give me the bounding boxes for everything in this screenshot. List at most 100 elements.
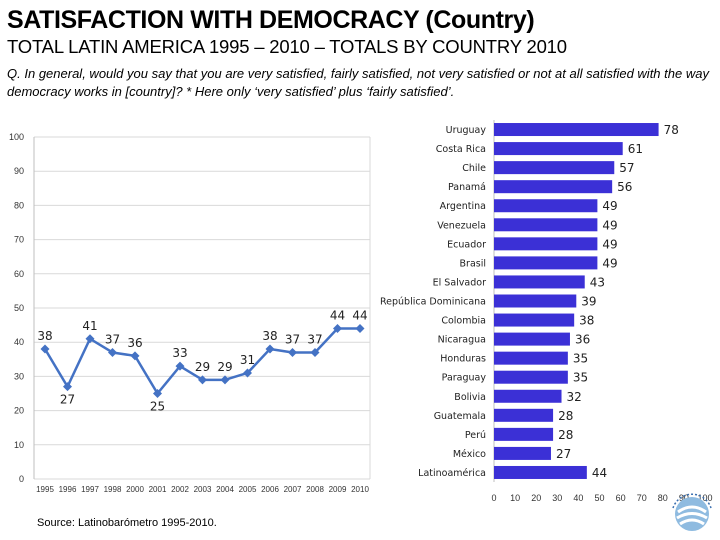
bar-value-label: 49 (602, 256, 617, 270)
x-tick-label: 2004 (216, 485, 234, 494)
bar-x-tick-label: 0 (491, 493, 496, 503)
bar-value-label: 28 (558, 428, 573, 442)
bar-x-tick-label: 90 (679, 493, 689, 503)
bar (494, 199, 598, 213)
data-point (153, 389, 162, 398)
bar (494, 313, 575, 327)
y-tick-label: 30 (14, 371, 24, 381)
bar (494, 294, 577, 308)
data-label: 37 (105, 332, 120, 346)
y-tick-label: 70 (14, 235, 24, 245)
data-label: 33 (172, 346, 187, 360)
data-point (243, 368, 252, 378)
data-label: 25 (150, 400, 165, 414)
y-tick-label: 20 (14, 406, 24, 416)
data-label: 27 (60, 393, 75, 407)
category-label: Perú (465, 430, 486, 441)
data-label: 38 (262, 329, 277, 343)
bar (494, 465, 587, 479)
category-label: Chile (462, 163, 486, 174)
bar-value-label: 49 (602, 199, 617, 213)
bar (494, 180, 613, 194)
latinobarometro-logo-icon (672, 493, 712, 531)
bar (494, 161, 615, 175)
y-tick-label: 10 (14, 440, 24, 450)
category-label: Costa Rica (436, 144, 486, 155)
x-tick-label: 2010 (351, 485, 369, 494)
data-point (130, 351, 140, 361)
category-label: El Salvador (433, 277, 486, 288)
bar (494, 237, 598, 251)
category-label: México (453, 449, 486, 460)
data-point (288, 347, 297, 357)
bar-value-label: 49 (602, 218, 617, 232)
data-label: 31 (240, 353, 255, 367)
y-tick-label: 60 (14, 269, 24, 279)
y-tick-label: 100 (9, 132, 24, 142)
y-tick-label: 0 (19, 474, 24, 484)
data-label: 29 (217, 360, 232, 374)
x-tick-label: 2002 (171, 485, 189, 494)
data-point (265, 344, 275, 354)
data-label: 36 (127, 336, 142, 350)
bar (494, 389, 562, 403)
bar (494, 408, 554, 422)
bar-value-label: 49 (602, 237, 617, 251)
bar-value-label: 36 (575, 333, 590, 347)
bar-value-label: 38 (579, 314, 594, 328)
data-point (40, 344, 50, 354)
bar (494, 123, 659, 137)
category-label: Bolivia (454, 392, 486, 403)
page-title: SATISFACTION WITH DEMOCRACY (Country) (7, 6, 535, 34)
data-point (85, 334, 95, 344)
data-label: 37 (285, 332, 300, 346)
x-tick-label: 1998 (104, 485, 122, 494)
x-tick-label: 2003 (194, 485, 212, 494)
category-label: Brasil (460, 258, 486, 269)
bar-value-label: 56 (617, 180, 632, 194)
y-tick-label: 50 (14, 303, 24, 313)
bar-value-label: 44 (592, 466, 607, 480)
y-tick-label: 40 (14, 337, 24, 347)
data-point (220, 375, 230, 385)
bar-x-tick-label: 30 (552, 493, 562, 503)
data-point (355, 324, 365, 334)
survey-question: Q. In general, would you say that you ar… (7, 66, 709, 99)
bar (494, 427, 554, 441)
bar-x-tick-label: 60 (616, 493, 626, 503)
bar-value-label: 35 (573, 352, 588, 366)
data-label: 29 (195, 360, 210, 374)
x-tick-label: 1996 (59, 485, 77, 494)
category-label: Uruguay (446, 125, 487, 136)
data-label: 41 (82, 319, 97, 333)
bar-value-label: 78 (664, 123, 679, 137)
category-label: Ecuador (447, 239, 486, 250)
data-point (63, 382, 72, 392)
x-tick-label: 2000 (126, 485, 144, 494)
data-point (333, 324, 342, 334)
bar-value-label: 43 (590, 275, 605, 289)
category-label: Panamá (448, 182, 486, 193)
data-point (198, 375, 207, 385)
bar (494, 446, 551, 460)
x-tick-label: 2006 (261, 485, 279, 494)
bar (494, 351, 568, 365)
bar (494, 370, 568, 384)
bar (494, 142, 623, 156)
x-tick-label: 1995 (36, 485, 54, 494)
bar-x-tick-label: 40 (573, 493, 583, 503)
category-label: Guatemala (434, 411, 486, 422)
bar-value-label: 27 (556, 447, 571, 461)
bar-value-label: 28 (558, 409, 573, 423)
page-subtitle: TOTAL LATIN AMERICA 1995 – 2010 – TOTALS… (7, 36, 567, 57)
bar (494, 218, 598, 232)
x-tick-label: 1997 (81, 485, 99, 494)
category-label: Paraguay (442, 373, 487, 384)
data-point (108, 347, 117, 357)
category-label: Venezuela (437, 220, 486, 231)
data-point (175, 361, 185, 371)
x-tick-label: 2007 (284, 485, 302, 494)
bar (494, 275, 585, 289)
